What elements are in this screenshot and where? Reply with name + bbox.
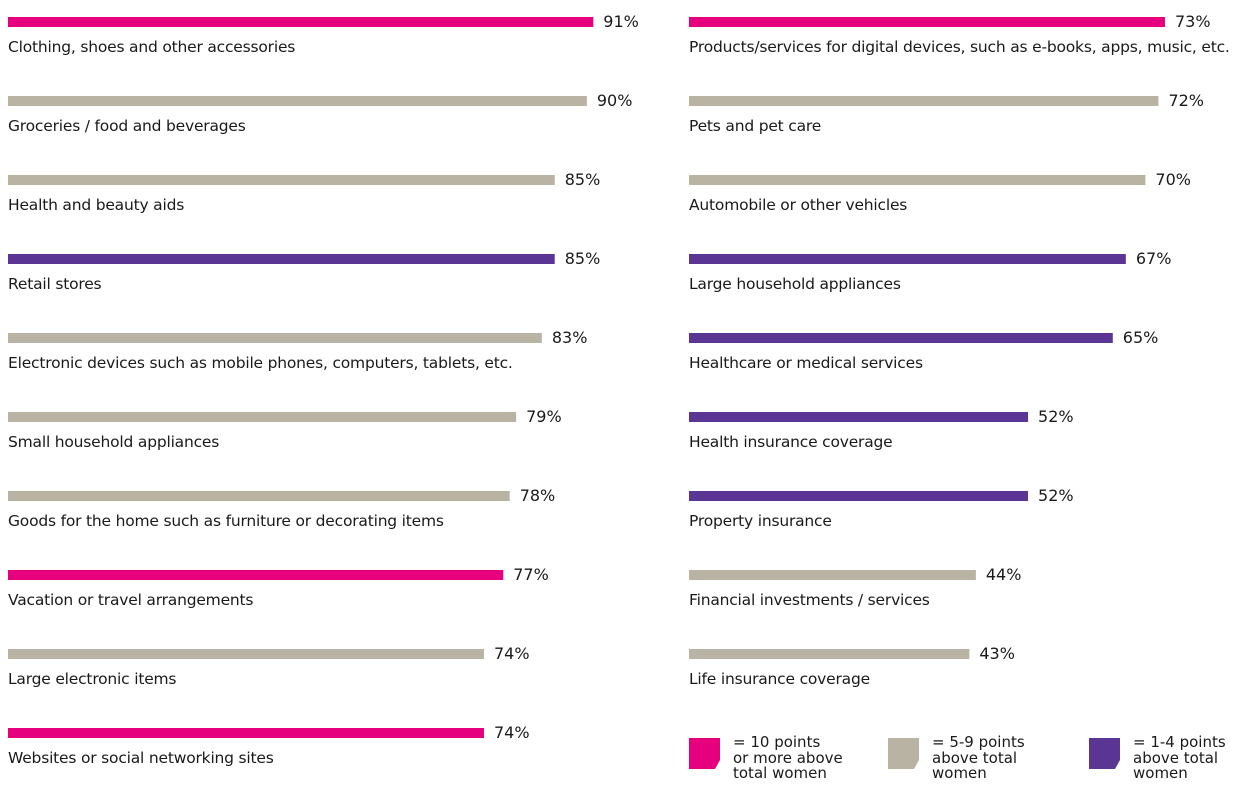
legend-swatch-purple (1089, 738, 1120, 769)
bar-group: 91% Clothing, shoes and other accessories (8, 12, 639, 56)
category-label: Small household appliances (8, 433, 219, 451)
legend-text-gray: = 5-9 points above total women (932, 733, 1082, 782)
category-label: Products/services for digital devices, s… (689, 38, 1230, 56)
category-label: Websites or social networking sites (8, 749, 274, 767)
bar (8, 728, 484, 738)
legend-line: women (932, 764, 987, 782)
legend-swatch-purple-shape (1089, 738, 1120, 769)
bar (689, 96, 1159, 106)
legend-text-purple: = 1-4 points above total women (1133, 733, 1253, 782)
bar-group: 52% Property insurance (689, 486, 1074, 530)
legend-swatch-gray (888, 738, 919, 769)
value-label: 52% (1038, 407, 1074, 426)
category-label: Property insurance (689, 512, 832, 530)
value-label: 72% (1168, 91, 1204, 110)
bar-group: 70% Automobile or other vehicles (689, 170, 1191, 214)
bar-group: 79% Small household appliances (8, 407, 562, 451)
category-label: Automobile or other vehicles (689, 196, 907, 214)
legend-line: = 10 points (733, 733, 821, 751)
value-label: 74% (494, 723, 530, 742)
category-label: Health and beauty aids (8, 196, 184, 214)
bar-group: 74% Websites or social networking sites (8, 723, 530, 767)
bar (8, 17, 594, 27)
value-label: 78% (520, 486, 556, 505)
value-label: 44% (986, 565, 1022, 584)
bar-group: 85% Health and beauty aids (8, 170, 600, 214)
value-label: 65% (1123, 328, 1159, 347)
bar-group: 74% Large electronic items (8, 644, 530, 688)
category-label: Large household appliances (689, 275, 901, 293)
value-label: 79% (526, 407, 562, 426)
legend-swatch-gray-shape (888, 738, 919, 769)
bar (689, 412, 1029, 422)
legend-line: = 1-4 points (1133, 733, 1226, 751)
bar-group: 52% Health insurance coverage (689, 407, 1074, 451)
bar-group: 77% Vacation or travel arrangements (8, 565, 549, 609)
bar (8, 570, 504, 580)
value-label: 85% (565, 249, 601, 268)
bar (8, 96, 587, 106)
bar-group: 78% Goods for the home such as furniture … (8, 486, 555, 530)
legend-swatch-pink (689, 738, 720, 769)
category-label: Clothing, shoes and other accessories (8, 38, 295, 56)
category-label: Financial investments / services (689, 591, 930, 609)
category-label: Vacation or travel arrangements (8, 591, 253, 609)
legend-line: above total (932, 748, 1018, 767)
category-label: Healthcare or medical services (689, 354, 923, 372)
value-label: 70% (1155, 170, 1191, 189)
bar-group: 85% Retail stores (8, 249, 600, 293)
bar (689, 333, 1113, 343)
value-label: 74% (494, 644, 530, 663)
category-label: Large electronic items (8, 670, 176, 688)
legend-text-pink: = 10 points or more above total women (733, 733, 883, 782)
category-label: Health insurance coverage (689, 433, 893, 451)
bar-group: 44% Financial investments / services (689, 565, 1021, 609)
bar-group: 83% Electronic devices such as mobile pho… (8, 328, 587, 372)
bar-group: 43% Life insurance coverage (689, 644, 1015, 688)
legend-line: women (1133, 764, 1188, 782)
bar (8, 333, 542, 343)
category-label: Electronic devices such as mobile phones… (8, 354, 513, 372)
category-label: Goods for the home such as furniture or … (8, 512, 444, 530)
value-label: 52% (1038, 486, 1074, 505)
bar (689, 570, 976, 580)
bar (8, 412, 517, 422)
bar-group: 65% Healthcare or medical services (689, 328, 1158, 372)
category-label: Life insurance coverage (689, 670, 870, 688)
bar (689, 491, 1029, 501)
bar (689, 254, 1126, 264)
bar (8, 649, 484, 659)
bar-group: 67% Large household appliances (689, 249, 1171, 293)
legend-line: or more above (733, 748, 843, 767)
value-label: 43% (979, 644, 1015, 663)
bar-group: 73% Products/services for digital devices… (689, 12, 1230, 56)
legend-line: = 5-9 points (932, 733, 1025, 751)
bar (689, 17, 1165, 27)
bar-group: 72% Pets and pet care (689, 91, 1204, 135)
value-label: 85% (565, 170, 601, 189)
value-label: 77% (513, 565, 549, 584)
bar-group: 90% Groceries / food and beverages (8, 91, 632, 135)
value-label: 91% (603, 12, 639, 31)
value-label: 73% (1175, 12, 1211, 31)
category-label: Retail stores (8, 275, 102, 293)
category-label: Pets and pet care (689, 117, 821, 135)
legend-line: above total (1133, 748, 1219, 767)
bar (8, 175, 555, 185)
bar (8, 491, 510, 501)
bar (689, 175, 1146, 185)
bar (8, 254, 555, 264)
value-label: 90% (597, 91, 633, 110)
category-label: Groceries / food and beverages (8, 117, 246, 135)
legend-line: total women (733, 764, 827, 782)
value-label: 83% (552, 328, 588, 347)
bar (689, 649, 970, 659)
legend-swatch-pink-shape (689, 738, 720, 769)
value-label: 67% (1136, 249, 1172, 268)
